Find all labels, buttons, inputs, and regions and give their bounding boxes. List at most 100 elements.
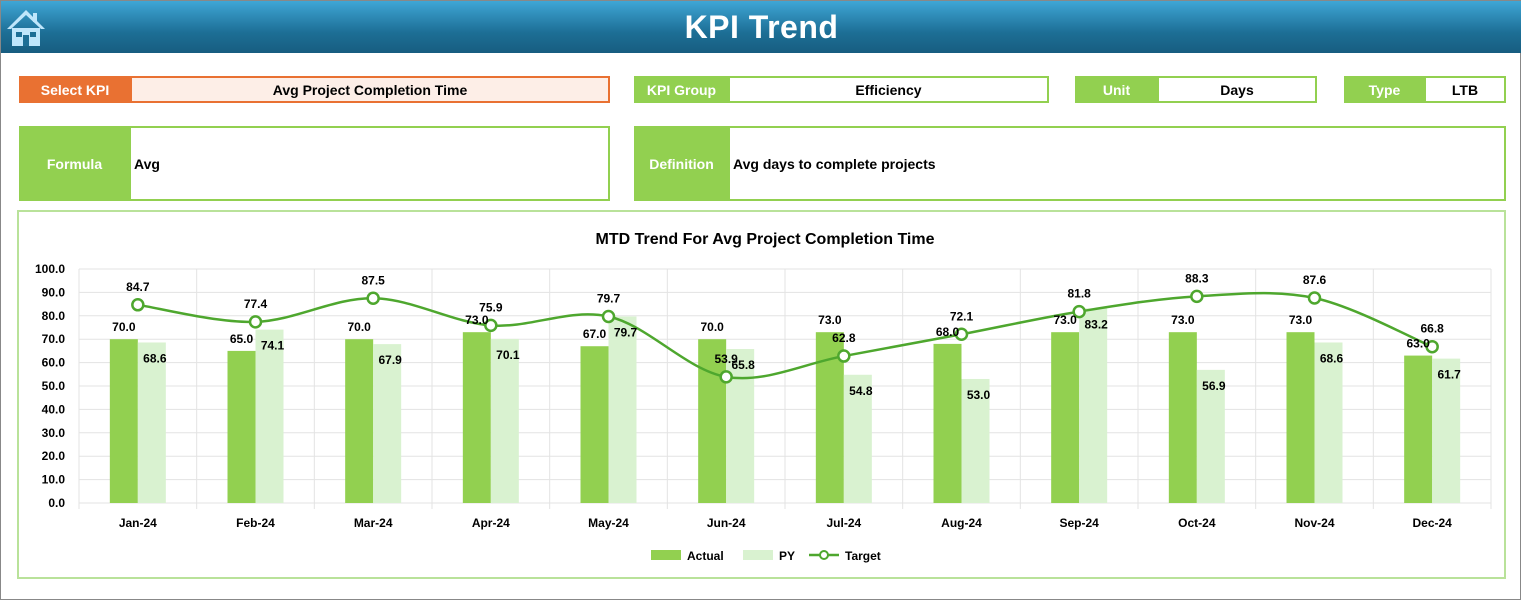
label-target: 66.8 — [1420, 322, 1444, 336]
label-target: 88.3 — [1185, 271, 1209, 285]
label-actual: 70.0 — [700, 320, 724, 334]
select-kpi-label: Select KPI — [19, 76, 131, 103]
label-actual: 73.0 — [1053, 313, 1077, 327]
y-tick-label: 60.0 — [42, 356, 66, 370]
y-tick-label: 10.0 — [42, 473, 66, 487]
target-marker — [1190, 289, 1204, 304]
target-line — [137, 291, 1433, 380]
label-actual: 65.0 — [230, 332, 254, 346]
kpi-group-label: KPI Group — [634, 76, 729, 103]
bar-py — [608, 316, 637, 503]
label-target: 81.8 — [1067, 287, 1091, 301]
y-tick-label: 50.0 — [42, 379, 66, 393]
y-tick-label: 70.0 — [42, 332, 66, 346]
bar-actual — [227, 350, 256, 503]
label-target: 62.8 — [832, 331, 856, 345]
definition-label: Definition — [634, 126, 729, 201]
label-actual: 73.0 — [1171, 313, 1195, 327]
target-marker — [954, 327, 969, 342]
x-tick-label: Jun-24 — [707, 516, 746, 530]
target-marker — [601, 309, 616, 324]
x-tick-label: Apr-24 — [472, 516, 510, 530]
x-tick-label: Nov-24 — [1294, 516, 1334, 530]
page-title: KPI Trend — [684, 9, 839, 45]
label-py: 54.8 — [849, 384, 873, 398]
y-tick-label: 100.0 — [35, 262, 65, 276]
legend-target: Target — [845, 549, 881, 563]
chart-svg: MTD Trend For Avg Project Completion Tim… — [35, 231, 1492, 563]
header-bar: KPI Trend — [1, 1, 1521, 53]
bar-py — [255, 329, 284, 503]
legend-target-marker — [819, 550, 829, 560]
bar-actual — [109, 339, 138, 503]
select-kpi-dropdown[interactable]: Avg Project Completion Time — [130, 76, 610, 103]
label-py: 68.6 — [1320, 351, 1344, 365]
x-tick-label: Sep-24 — [1059, 516, 1099, 530]
bar-py — [137, 342, 166, 503]
home-icon[interactable] — [5, 7, 47, 47]
unit-label: Unit — [1075, 76, 1158, 103]
bar-actual — [462, 332, 491, 503]
y-tick-label: 40.0 — [42, 402, 66, 416]
label-target: 79.7 — [597, 292, 621, 306]
label-target: 75.9 — [479, 300, 503, 314]
target-marker — [719, 370, 733, 384]
y-tick-label: 20.0 — [42, 449, 66, 463]
target-marker — [1307, 291, 1322, 305]
bar-py — [373, 344, 402, 503]
target-marker — [837, 349, 851, 363]
x-tick-label: Feb-24 — [236, 516, 275, 530]
x-tick-label: Mar-24 — [354, 516, 393, 530]
label-actual: 70.0 — [347, 320, 371, 334]
target-marker — [1425, 339, 1439, 354]
y-tick-label: 80.0 — [42, 309, 66, 323]
target-marker — [131, 298, 145, 312]
trend-chart: MTD Trend For Avg Project Completion Tim… — [17, 210, 1506, 579]
definition-value: Avg days to complete projects — [728, 126, 1506, 201]
kpi-group-value: Efficiency — [728, 76, 1049, 103]
x-tick-label: Jul-24 — [826, 516, 861, 530]
y-tick-label: 30.0 — [42, 426, 66, 440]
target-marker — [366, 291, 380, 305]
legend-py-swatch — [743, 550, 773, 560]
target-marker — [1072, 304, 1086, 319]
bar-actual — [580, 346, 609, 503]
formula-label: Formula — [19, 126, 130, 201]
x-tick-label: May-24 — [588, 516, 629, 530]
label-target: 87.6 — [1303, 273, 1327, 287]
label-target: 84.7 — [126, 280, 150, 294]
label-py: 74.1 — [261, 339, 285, 353]
bar-py — [843, 374, 872, 503]
label-actual: 70.0 — [112, 320, 136, 334]
bar-actual — [933, 343, 962, 503]
x-tick-label: Jan-24 — [119, 516, 157, 530]
label-actual: 68.0 — [936, 325, 960, 339]
bar-py — [490, 338, 519, 503]
type-value: LTB — [1424, 76, 1506, 103]
bar-actual — [1404, 355, 1433, 503]
label-py: 68.6 — [143, 351, 167, 365]
label-target: 72.1 — [950, 309, 974, 323]
type-label: Type — [1344, 76, 1425, 103]
bar-actual — [1286, 332, 1315, 503]
label-actual: 73.0 — [1289, 313, 1313, 327]
unit-value: Days — [1157, 76, 1317, 103]
y-tick-label: 90.0 — [42, 285, 66, 299]
label-py: 79.7 — [614, 326, 638, 340]
target-marker — [484, 318, 498, 333]
label-actual: 67.0 — [583, 327, 607, 341]
label-py: 83.2 — [1084, 317, 1108, 331]
label-target: 53.9 — [714, 352, 738, 366]
label-actual: 73.0 — [818, 313, 842, 327]
label-py: 65.8 — [731, 358, 755, 372]
label-actual: 73.0 — [465, 313, 489, 327]
bar-actual — [1168, 332, 1197, 503]
formula-value: Avg — [129, 126, 610, 201]
bar-py — [1314, 342, 1343, 503]
target-marker — [248, 315, 263, 329]
bar-py — [1079, 308, 1108, 503]
chart-title: MTD Trend For Avg Project Completion Tim… — [596, 231, 935, 248]
label-actual: 63.0 — [1406, 337, 1430, 351]
bar-py — [1196, 369, 1225, 503]
label-target: 77.4 — [244, 297, 268, 311]
